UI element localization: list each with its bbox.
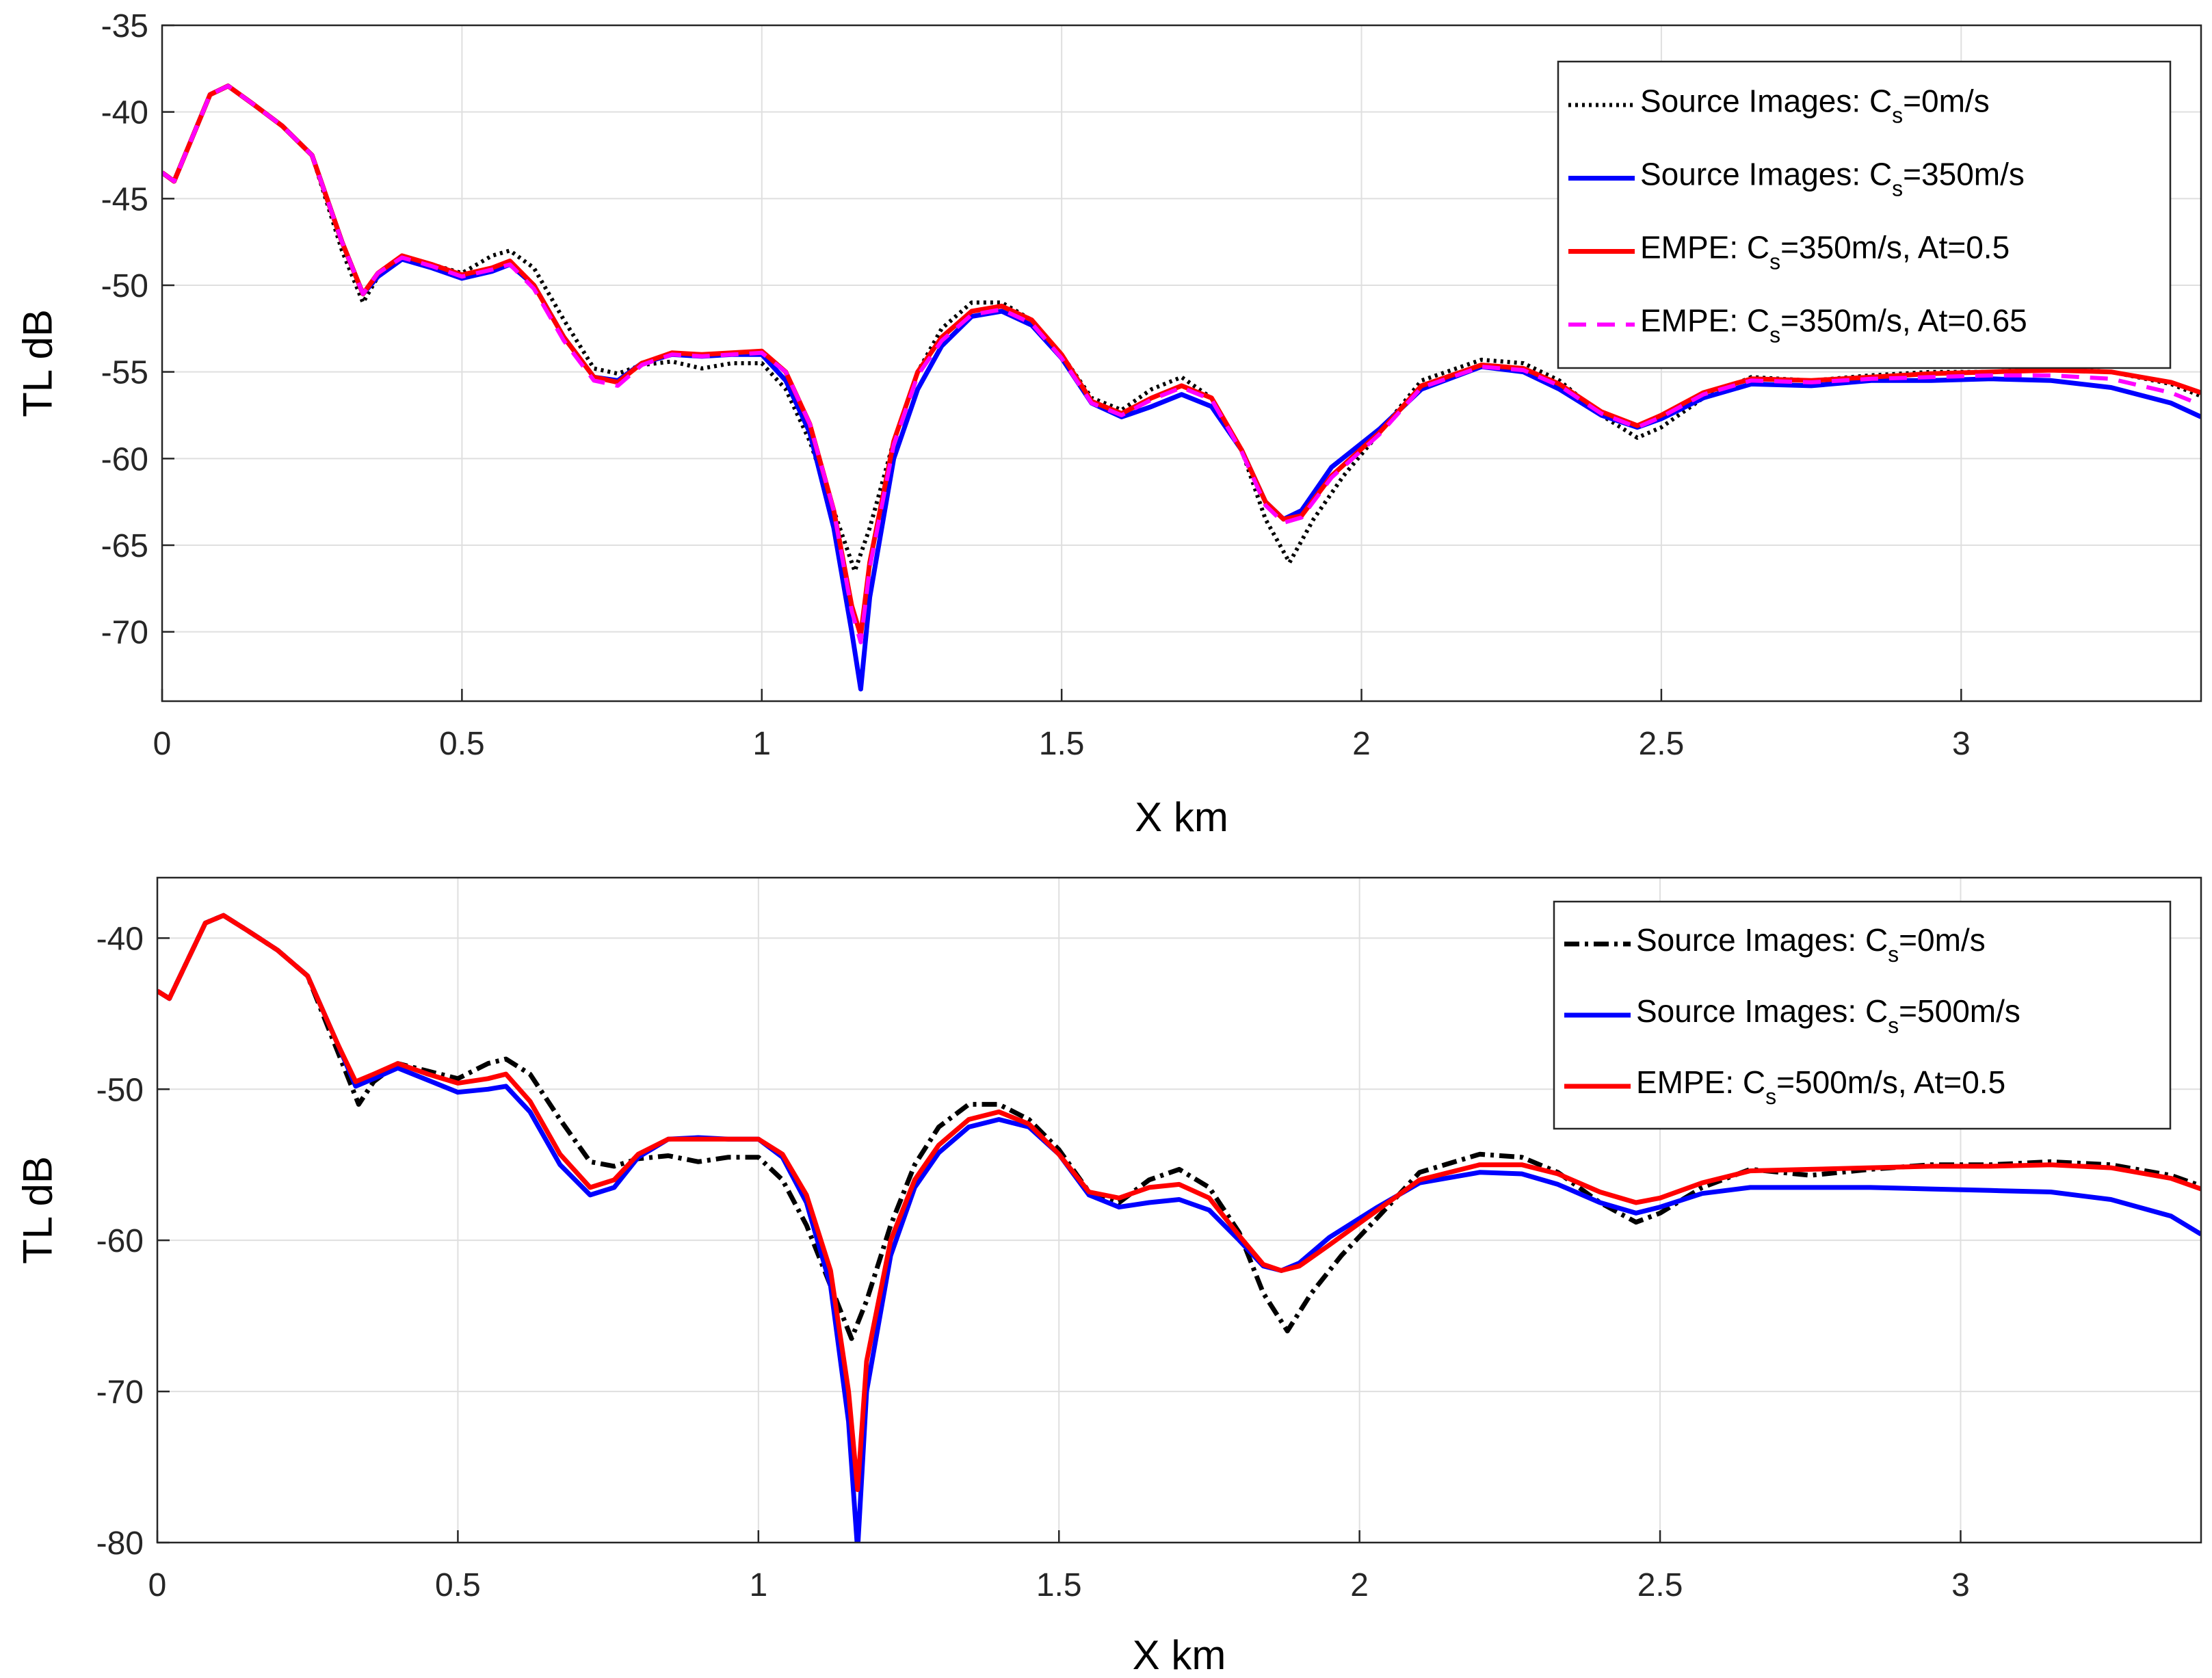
- y-tick-label: -70: [101, 615, 148, 651]
- legend-label: Source Images: Cs=0m/s: [1636, 922, 1986, 967]
- x-tick-label: 2: [1352, 726, 1371, 762]
- legend-box: [1557, 60, 2172, 369]
- x-tick-label: 1: [752, 726, 771, 762]
- legend-box: [1553, 900, 2172, 1130]
- y-tick-label: -60: [101, 441, 148, 477]
- legend: Source Images: Cs=0m/s Source Images: Cs=…: [1553, 900, 2172, 1130]
- x-axis-label: X km: [1135, 794, 1228, 840]
- x-tick-label: 0.5: [435, 1567, 481, 1603]
- y-tick-label: -60: [96, 1223, 144, 1259]
- y-tick-label: -80: [96, 1525, 144, 1562]
- legend: Source Images: Cs=0m/s Source Images: Cs=…: [1557, 60, 2172, 369]
- x-tick-label: 1: [749, 1567, 767, 1603]
- x-tick-label: 3: [1951, 1567, 1970, 1603]
- y-tick-label: -50: [96, 1072, 144, 1108]
- y-tick-label: -45: [101, 181, 148, 218]
- legend-label: EMPE: Cs=350m/s, At=0.5: [1640, 230, 2010, 274]
- axes-box: [161, 24, 2202, 703]
- y-tick-label: -70: [96, 1374, 144, 1411]
- x-tick-label: 2.5: [1637, 1567, 1683, 1603]
- x-tick-label: 3: [1952, 726, 1971, 762]
- x-tick-label: 0.5: [439, 726, 485, 762]
- legend-label: EMPE: Cs=350m/s, At=0.65: [1640, 303, 2027, 348]
- legend-label: Source Images: Cs=0m/s: [1640, 83, 1990, 128]
- y-tick-label: -40: [101, 95, 148, 131]
- x-tick-label: 2.5: [1639, 726, 1685, 762]
- y-tick-label: -55: [101, 355, 148, 391]
- y-tick-label: -40: [96, 921, 144, 957]
- y-tick-label: -65: [101, 528, 148, 564]
- x-tick-label: 1.5: [1036, 1567, 1082, 1603]
- series-line-2: [157, 913, 2201, 1493]
- series-line-0: [157, 913, 2201, 1341]
- top-panel: 0 0.5 1 1.5 2 2.5 3 -35 -40 -45 -50 -55 -60 -65 -70 X k…: [15, 8, 2202, 840]
- bottom-panel: 0 0.5 1 1.5 2 2.5 3 -40 -50 -60 -70 -80 X km TL dB Sou…: [15, 876, 2202, 1678]
- x-tick-label: 2: [1350, 1567, 1369, 1603]
- legend-label: Source Images: Cs=350m/s: [1640, 157, 2025, 201]
- x-tick-label: 1.5: [1039, 726, 1085, 762]
- y-tick-label: -50: [101, 268, 148, 304]
- legend-label: Source Images: Cs=500m/s: [1636, 993, 2020, 1038]
- x-tick-label: 0: [153, 726, 172, 762]
- series-line-1: [157, 913, 2201, 1543]
- x-tick-label: 0: [148, 1567, 167, 1603]
- legend-label: EMPE: Cs=500m/s, At=0.5: [1636, 1064, 2005, 1109]
- y-axis-label: TL dB: [15, 309, 61, 417]
- y-axis-label: TL dB: [15, 1156, 61, 1264]
- y-tick-label: -35: [101, 8, 148, 44]
- series-line-3: [162, 83, 2201, 644]
- axes-box: [156, 876, 2202, 1544]
- x-axis-label: X km: [1133, 1632, 1226, 1678]
